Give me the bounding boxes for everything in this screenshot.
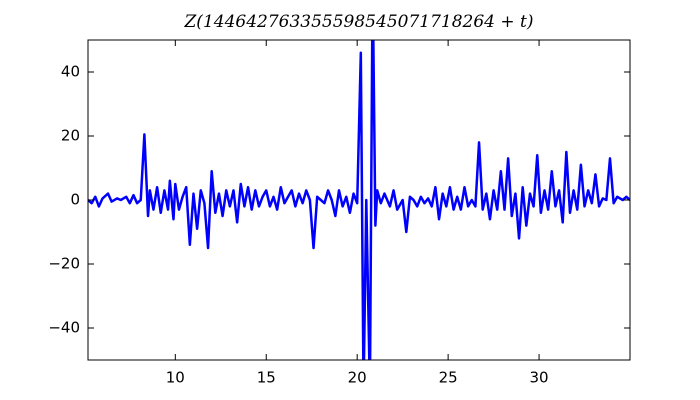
x-tick-label: 30	[530, 369, 549, 387]
x-tick-label: 15	[257, 369, 276, 387]
chart-title: Z(144642763355598545071718264 + t)	[184, 12, 534, 32]
y-tick-label: 40	[61, 63, 80, 81]
y-tick-label: −20	[48, 255, 80, 273]
x-tick-label: 10	[166, 369, 185, 387]
y-tick-label: −40	[48, 319, 80, 337]
x-tick-label: 25	[439, 369, 458, 387]
data-line	[88, 40, 630, 360]
x-tick-label: 20	[348, 369, 367, 387]
y-tick-label: 20	[61, 127, 80, 145]
y-tick-label: 0	[70, 191, 80, 209]
